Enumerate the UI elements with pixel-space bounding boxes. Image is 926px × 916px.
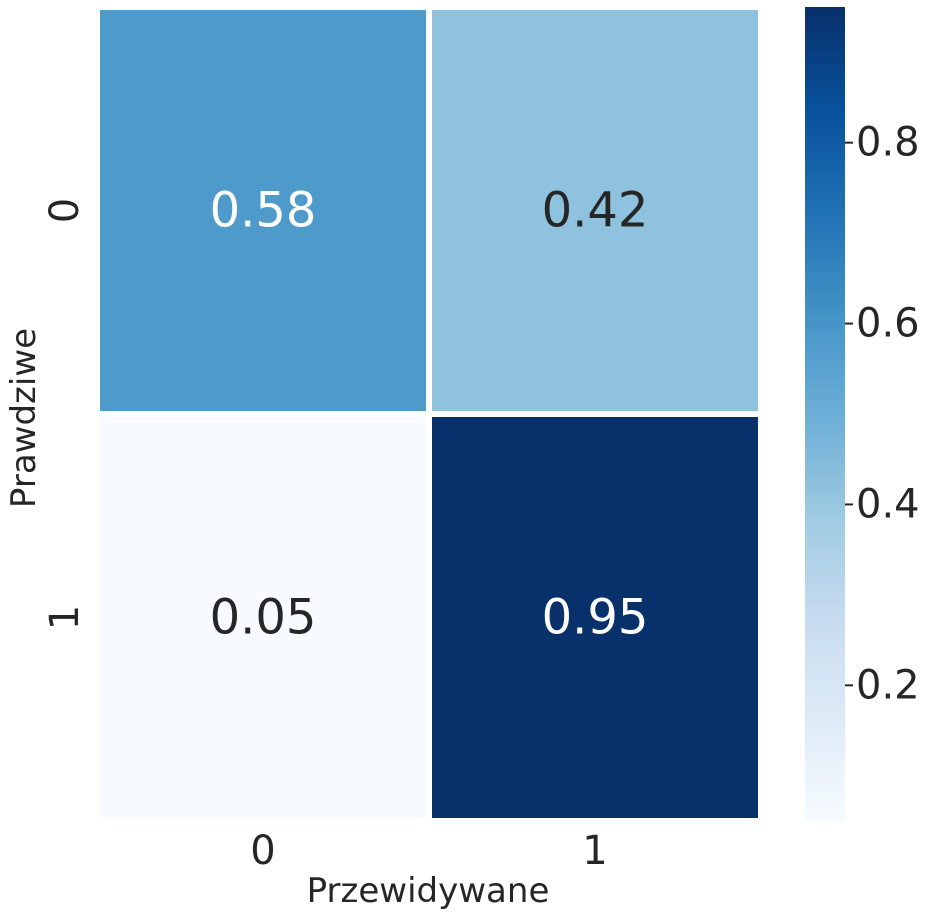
heatmap-cell-0-1 xyxy=(432,10,758,411)
colorbar xyxy=(805,7,845,821)
colorbar-ticks: 0.2 0.4 0.6 0.8 xyxy=(845,120,920,708)
heatmap-cell-0-0 xyxy=(100,10,426,411)
colorbar-tick-label-3: 0.8 xyxy=(856,120,920,166)
y-axis-label: Prawdziwe xyxy=(4,328,44,508)
heatmap-cells xyxy=(100,10,758,818)
cell-value-label-0-0: 0.58 xyxy=(210,183,317,239)
y-tick-label-0: 0 xyxy=(42,198,88,223)
x-tick-label-1: 1 xyxy=(582,828,607,874)
colorbar-tick-label-0: 0.2 xyxy=(856,662,920,708)
x-axis-label: Przewidywane xyxy=(307,871,550,911)
x-tick-label-0: 0 xyxy=(250,828,275,874)
heatmap-cell-1-1 xyxy=(432,417,758,818)
cell-value-label-0-1: 0.42 xyxy=(542,183,649,239)
colorbar-tick-label-2: 0.6 xyxy=(856,301,920,347)
cell-value-label-1-0: 0.05 xyxy=(210,590,317,646)
cell-value-label-1-1: 0.95 xyxy=(542,590,649,646)
y-axis-ticks: 01 xyxy=(42,198,88,630)
heatmap-cell-1-0 xyxy=(100,417,426,818)
colorbar-tick-label-1: 0.4 xyxy=(856,481,920,527)
heatmap-cell-labels: 0.58 0.42 0.05 0.95 xyxy=(210,183,649,646)
y-tick-label-1: 1 xyxy=(42,605,88,630)
